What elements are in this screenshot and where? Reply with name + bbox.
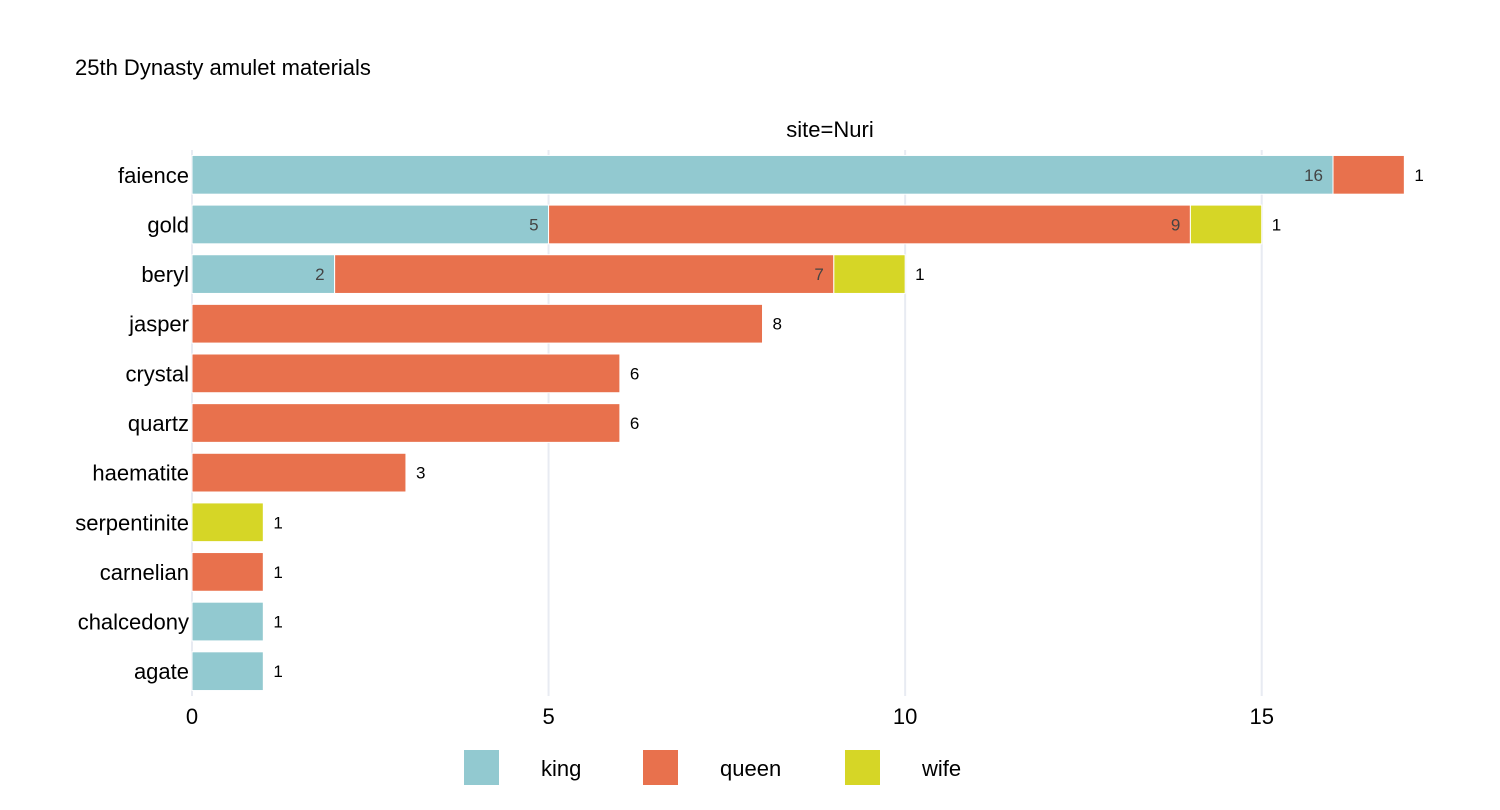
chart-title: 25th Dynasty amulet materials bbox=[75, 55, 371, 80]
bar-serpentinite-wife bbox=[191, 502, 264, 543]
legend-label-queen: queen bbox=[720, 756, 781, 781]
bar-label-beryl-king: 2 bbox=[315, 265, 324, 284]
bar-label-crystal-queen: 6 bbox=[630, 364, 639, 383]
bar-label-serpentinite-wife: 1 bbox=[273, 513, 282, 532]
bar-label-chalcedony-king: 1 bbox=[273, 613, 282, 632]
bar-gold-queen bbox=[548, 204, 1191, 245]
bar-label-faience-queen: 1 bbox=[1414, 166, 1423, 185]
bar-haematite-queen bbox=[191, 452, 407, 493]
legend-label-wife: wife bbox=[921, 756, 961, 781]
facet-label: site=Nuri bbox=[786, 117, 873, 142]
category-label-faience: faience bbox=[118, 163, 189, 188]
bar-crystal-queen bbox=[191, 353, 621, 394]
category-label-chalcedony: chalcedony bbox=[78, 610, 189, 635]
legend-swatch-king bbox=[464, 750, 499, 785]
bar-gold-king bbox=[191, 204, 550, 245]
bar-faience-queen bbox=[1332, 154, 1405, 195]
bar-label-carnelian-queen: 1 bbox=[273, 563, 282, 582]
bar-label-faience-king: 16 bbox=[1304, 166, 1323, 185]
bar-label-haematite-queen: 3 bbox=[416, 464, 425, 483]
bar-beryl-king bbox=[191, 254, 336, 294]
category-label-agate: agate bbox=[134, 659, 189, 684]
legend-swatch-queen bbox=[643, 750, 678, 785]
x-tick-label: 0 bbox=[186, 704, 198, 729]
bar-label-gold-queen: 9 bbox=[1171, 215, 1180, 234]
bar-faience-king bbox=[191, 154, 1334, 195]
legend-swatch-wife bbox=[845, 750, 880, 785]
bar-label-quartz-queen: 6 bbox=[630, 414, 639, 433]
bar-label-agate-king: 1 bbox=[273, 662, 282, 681]
x-tick-label: 5 bbox=[542, 704, 554, 729]
category-labels: faience gold beryl jasper crystal quartz haema… bbox=[75, 163, 189, 684]
category-label-gold: gold bbox=[147, 212, 189, 237]
bar-beryl-wife bbox=[833, 254, 906, 294]
x-tick-label: 10 bbox=[893, 704, 917, 729]
bar-beryl-queen bbox=[334, 254, 835, 294]
category-label-crystal: crystal bbox=[125, 361, 189, 386]
legend: king queen wife bbox=[464, 750, 961, 785]
bar-jasper-queen bbox=[191, 303, 764, 344]
category-label-jasper: jasper bbox=[128, 312, 189, 337]
bar-carnelian-queen bbox=[191, 552, 264, 592]
bar-label-gold-wife: 1 bbox=[1272, 215, 1281, 234]
bars bbox=[191, 154, 1405, 692]
category-label-serpentinite: serpentinite bbox=[75, 510, 189, 535]
bar-label-beryl-queen: 7 bbox=[814, 265, 823, 284]
category-label-quartz: quartz bbox=[128, 411, 189, 436]
x-tick-label: 15 bbox=[1249, 704, 1273, 729]
legend-label-king: king bbox=[541, 756, 581, 781]
bar-label-gold-king: 5 bbox=[529, 215, 538, 234]
bar-chalcedony-king bbox=[191, 601, 264, 642]
x-axis-ticks: 0 5 10 15 bbox=[186, 704, 1274, 729]
category-label-beryl: beryl bbox=[141, 262, 189, 287]
bar-label-beryl-wife: 1 bbox=[915, 265, 924, 284]
bar-labels: 16 1 5 9 1 2 7 1 8 6 6 3 1 1 1 1 bbox=[273, 166, 1423, 681]
category-label-carnelian: carnelian bbox=[100, 560, 189, 585]
bar-agate-king bbox=[191, 651, 264, 692]
bar-quartz-queen bbox=[191, 403, 621, 443]
category-label-haematite: haematite bbox=[92, 461, 189, 486]
bar-label-jasper-queen: 8 bbox=[773, 315, 782, 334]
bar-gold-wife bbox=[1189, 204, 1263, 245]
